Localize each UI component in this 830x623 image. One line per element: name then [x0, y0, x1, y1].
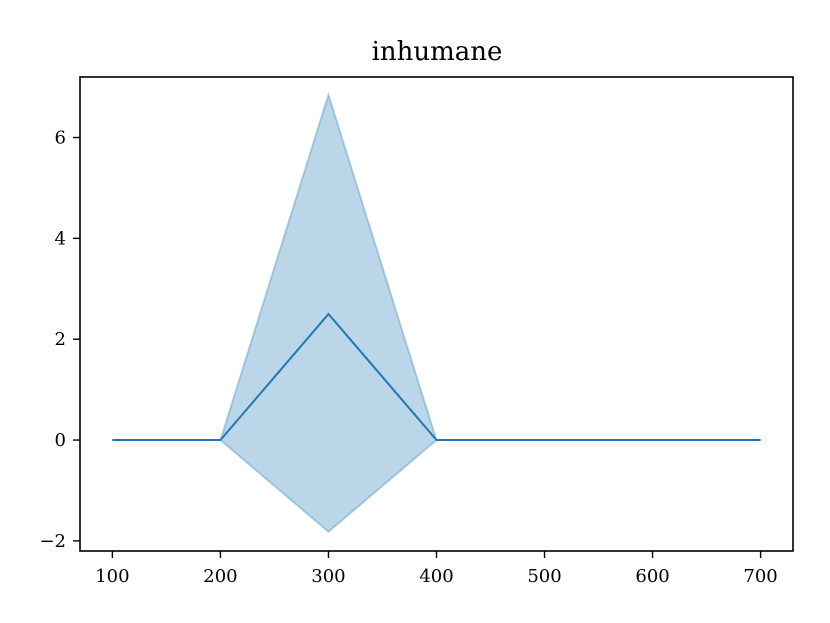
y-tick-label: 4: [55, 228, 66, 249]
data-point: [327, 313, 329, 315]
x-tick-label: 300: [311, 566, 345, 587]
series-line: [112, 312, 761, 442]
x-tick-label: 100: [95, 566, 129, 587]
data-point: [544, 439, 546, 441]
data-point: [436, 439, 438, 441]
y-tick-label: −2: [39, 531, 66, 552]
data-point: [652, 439, 654, 441]
data-point: [760, 439, 762, 441]
x-tick-label: 200: [203, 566, 237, 587]
chart-title: inhumane: [372, 37, 503, 67]
confidence-band: [112, 91, 761, 534]
x-tick-label: 600: [635, 566, 669, 587]
series-line-layer: [111, 312, 762, 442]
confidence-band-layer: [112, 91, 761, 534]
x-tick-label: 500: [527, 566, 561, 587]
y-tick-label: 0: [55, 430, 66, 451]
y-axis-ticks: −2 0 2 4 6: [39, 128, 80, 552]
x-tick-label: 700: [743, 566, 777, 587]
y-tick-label: 2: [55, 329, 66, 350]
data-point: [111, 439, 113, 441]
y-tick-label: 6: [55, 128, 66, 149]
data-point: [219, 439, 221, 441]
plot-frame: [79, 76, 794, 552]
x-tick-label: 400: [419, 566, 453, 587]
x-axis-ticks: 100 200 300 400 500 600 700: [95, 551, 778, 587]
